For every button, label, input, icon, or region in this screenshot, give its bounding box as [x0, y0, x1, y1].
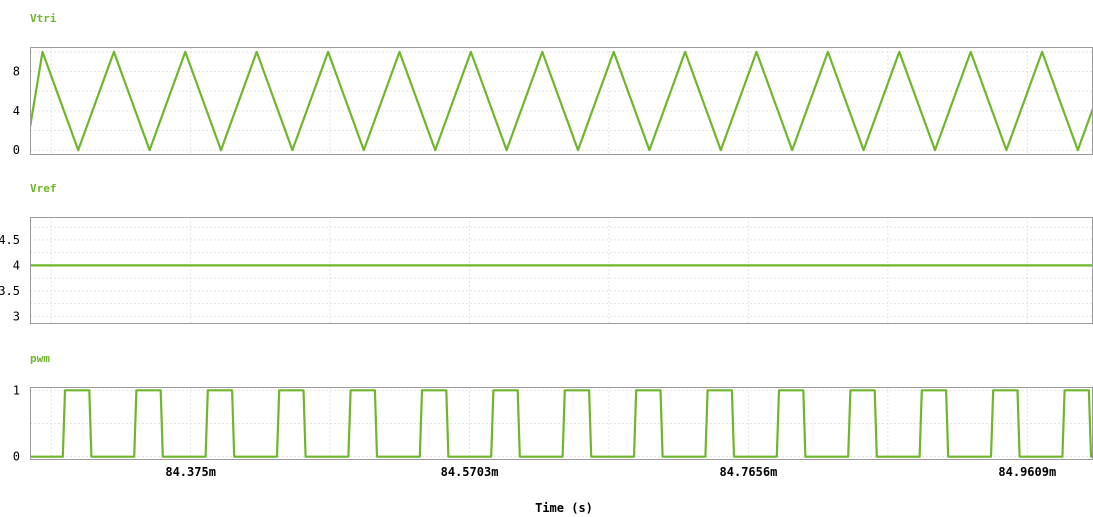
panel-title: Vtri	[30, 12, 57, 25]
y-tick-label: 4	[13, 104, 20, 118]
series-line-vtri	[30, 50, 1093, 152]
y-tick-label: 0	[13, 143, 20, 157]
x-tick-label: 84.9609m	[998, 465, 1056, 479]
y-tick-label: 3	[13, 309, 20, 323]
x-axis: 84.375m 84.5703m 84.7656m 84.9609m Time (s)	[165, 465, 1056, 515]
y-tick-label: 0	[13, 450, 20, 464]
y-tick-label: 8	[13, 65, 20, 79]
x-axis-label: Time (s)	[535, 501, 593, 515]
x-tick-label: 84.7656m	[720, 465, 778, 479]
panel-pwm: pwm 0 1	[13, 352, 1093, 464]
y-tick-label: 4.5	[0, 233, 20, 247]
panel-title: Vref	[30, 182, 57, 195]
panel-vtri: Vtri 0 4 8	[13, 12, 1093, 157]
y-tick-label: 3.5	[0, 284, 20, 298]
y-tick-label: 4	[13, 258, 20, 272]
y-tick-label: 1	[13, 383, 20, 397]
series-line-pwm	[30, 389, 1093, 458]
plot-area	[30, 387, 1093, 460]
x-tick-label: 84.5703m	[441, 465, 499, 479]
x-tick-label: 84.375m	[165, 465, 216, 479]
plot-area	[30, 217, 1093, 324]
panel-vref: Vref 3 3.5 4 4.5	[0, 182, 1093, 324]
panel-title: pwm	[30, 352, 50, 365]
plot-area	[30, 47, 1093, 155]
